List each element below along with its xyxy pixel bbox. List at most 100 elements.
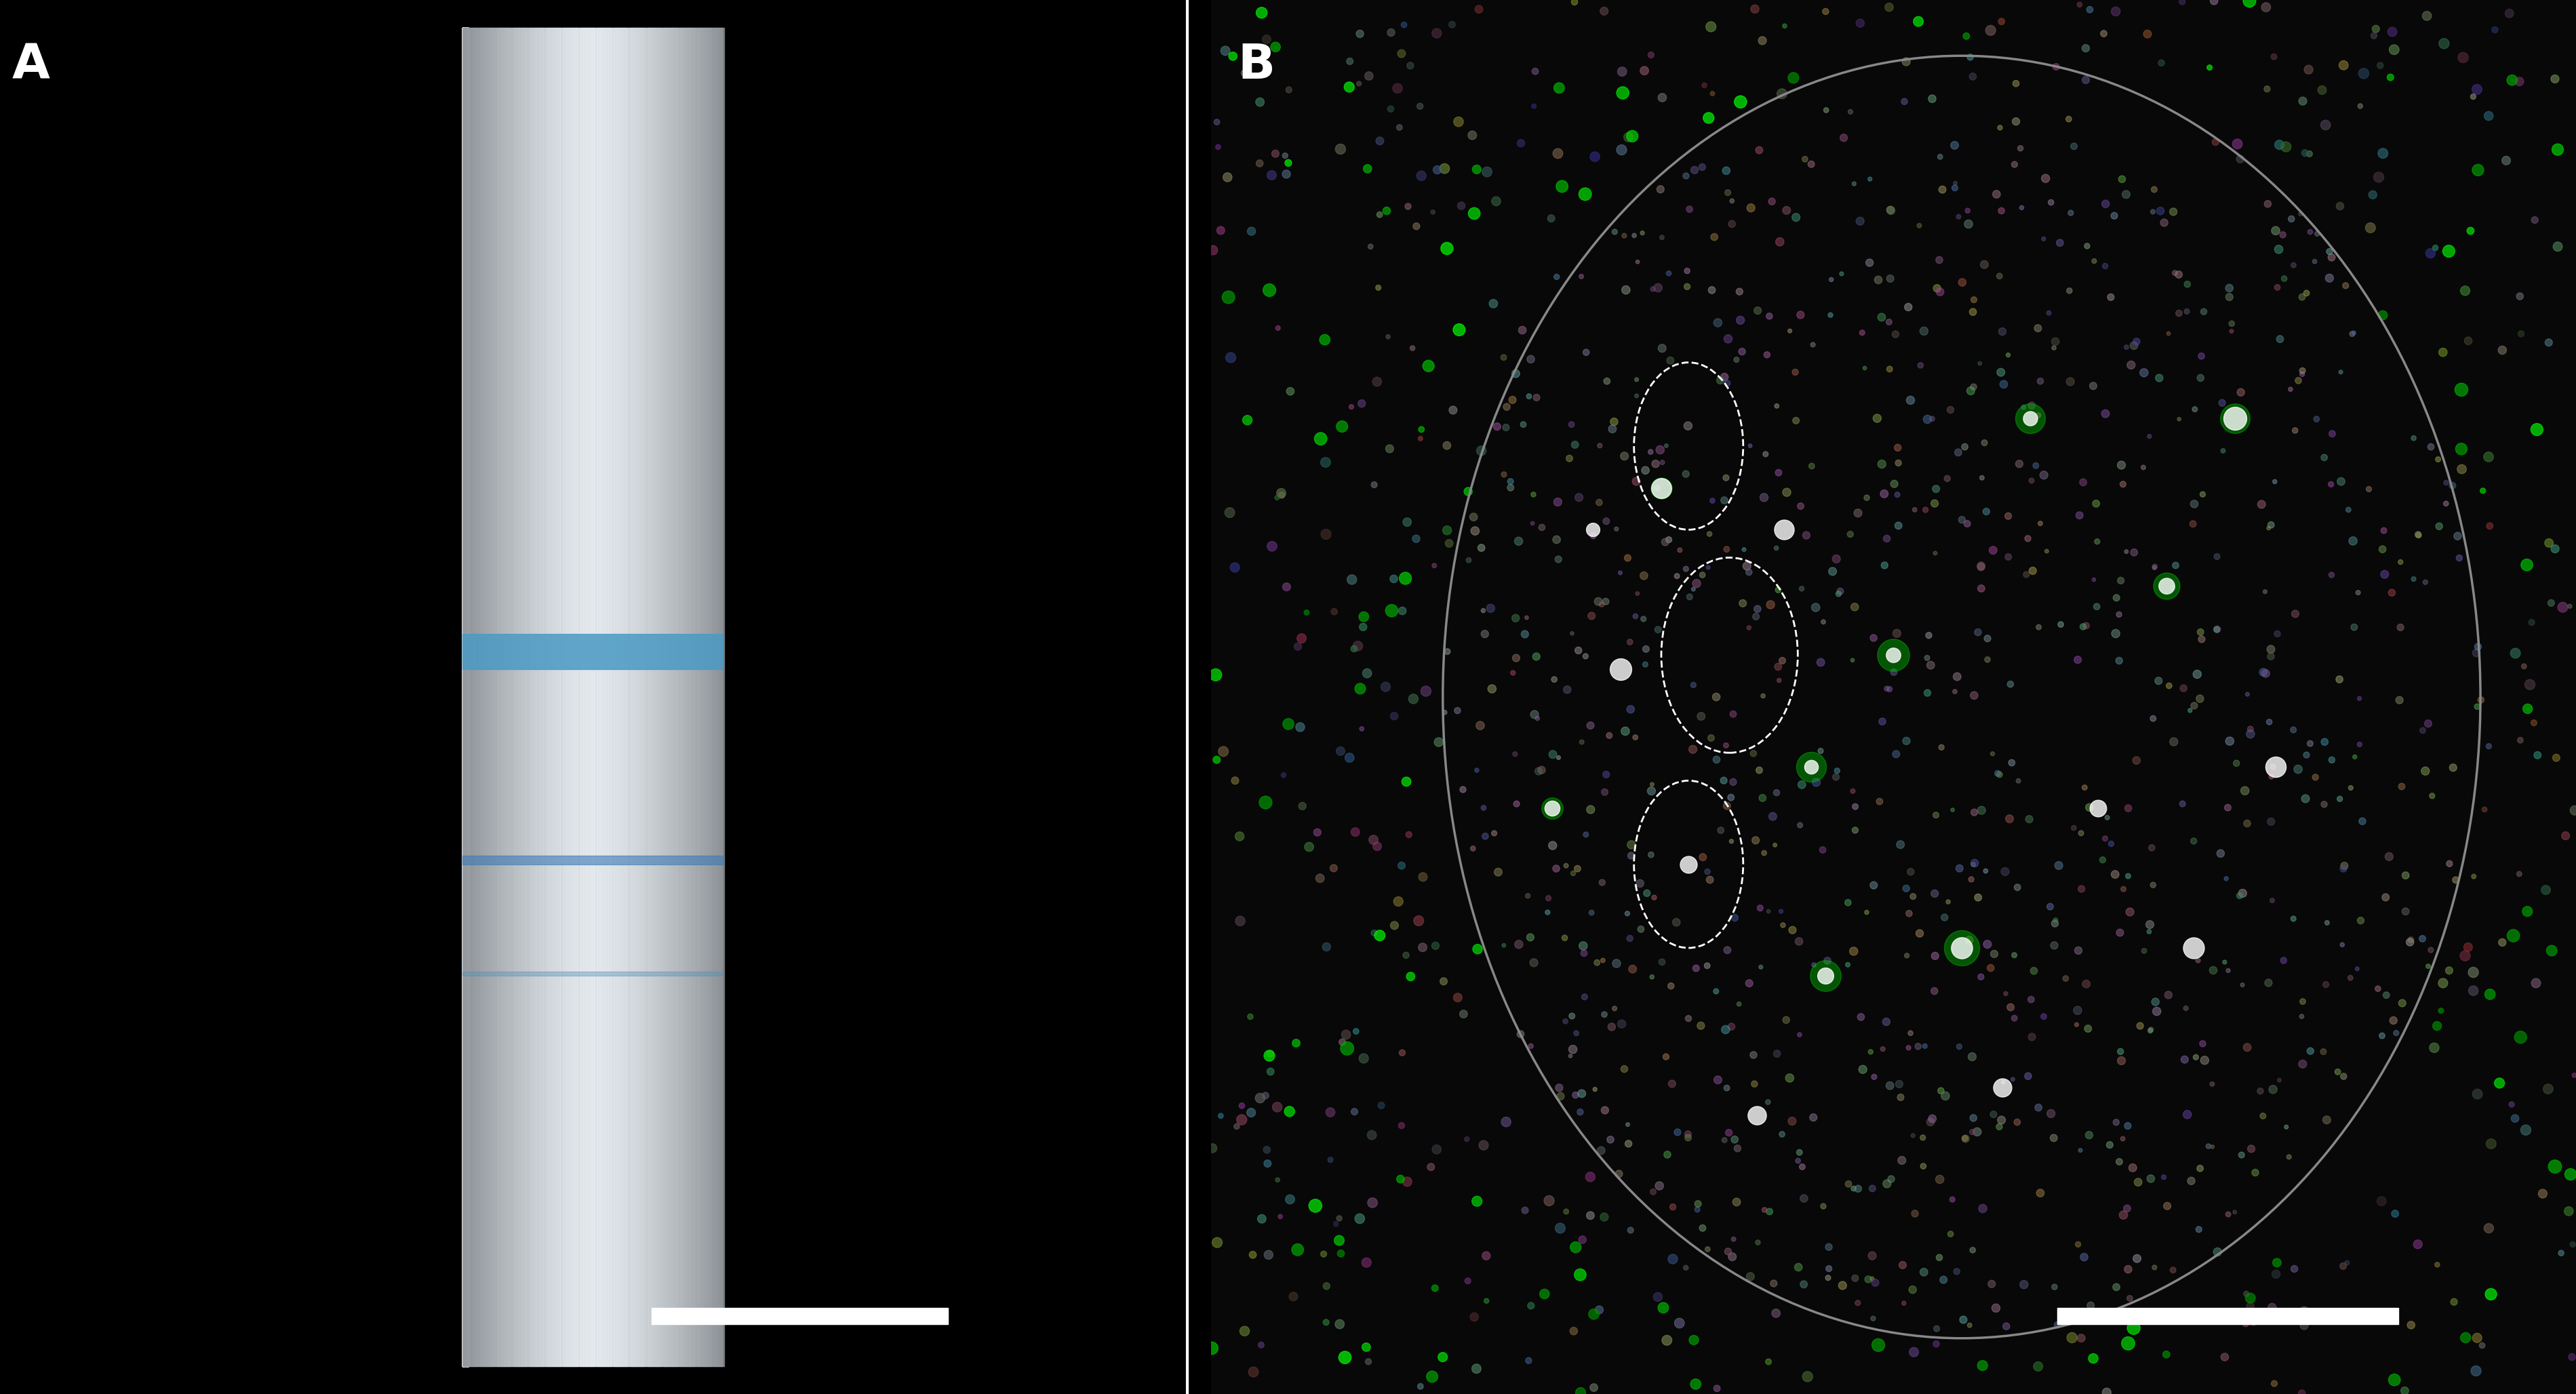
Point bbox=[2166, 997, 2208, 1019]
Point bbox=[1811, 560, 1852, 583]
Point bbox=[1564, 935, 1605, 958]
Point bbox=[1334, 1020, 1376, 1043]
Point bbox=[2069, 1124, 2110, 1146]
Point bbox=[2097, 1276, 2138, 1298]
Point bbox=[1880, 1149, 1922, 1171]
Point bbox=[1839, 13, 1880, 35]
Point bbox=[2017, 1097, 2058, 1119]
Point bbox=[1602, 60, 1643, 82]
Point bbox=[1852, 1308, 1893, 1330]
Point bbox=[1260, 1206, 1301, 1228]
Point bbox=[2452, 962, 2494, 984]
Point bbox=[2494, 924, 2535, 947]
Point bbox=[2481, 931, 2522, 953]
Point bbox=[1736, 605, 1777, 627]
Point bbox=[1667, 259, 1708, 282]
Point bbox=[1857, 407, 1899, 429]
Point bbox=[2445, 1327, 2486, 1349]
Point bbox=[1430, 533, 1471, 555]
Point bbox=[1432, 14, 1473, 36]
Point bbox=[2352, 184, 2393, 206]
Point bbox=[1605, 279, 1646, 301]
Point bbox=[1780, 1142, 1821, 1164]
Point bbox=[2512, 611, 2553, 633]
Point bbox=[2282, 360, 2324, 382]
Point bbox=[2213, 407, 2257, 429]
Point bbox=[1690, 15, 1731, 38]
Bar bbox=[464, 28, 466, 1366]
Point bbox=[1208, 286, 1249, 308]
Point bbox=[1963, 1197, 2004, 1220]
Point bbox=[1239, 1087, 1280, 1110]
Point bbox=[1950, 46, 1991, 68]
Point bbox=[1319, 138, 1360, 160]
Point bbox=[1976, 1296, 2017, 1319]
Point bbox=[2401, 927, 2442, 949]
Point bbox=[1808, 1257, 1850, 1280]
Point bbox=[1850, 1041, 1891, 1064]
Point bbox=[1904, 1262, 1945, 1284]
Point bbox=[1200, 1104, 1242, 1126]
Point bbox=[1919, 1246, 1960, 1269]
Point bbox=[1857, 1334, 1899, 1356]
Point bbox=[1607, 546, 1649, 569]
Point bbox=[1213, 45, 1255, 67]
Point bbox=[2414, 237, 2455, 259]
Point bbox=[1340, 22, 1381, 45]
Point bbox=[2177, 664, 2218, 686]
Point bbox=[2331, 776, 2372, 799]
Bar bbox=[464, 28, 466, 1366]
Point bbox=[1342, 616, 1383, 638]
Point bbox=[2154, 1259, 2195, 1281]
Point bbox=[2249, 517, 2290, 539]
Bar bbox=[464, 28, 466, 1366]
Point bbox=[1947, 213, 1989, 236]
Point bbox=[2476, 18, 2517, 40]
Point bbox=[2074, 569, 2115, 591]
Point bbox=[2439, 546, 2481, 569]
Point bbox=[1759, 901, 1801, 923]
Point bbox=[1736, 1231, 1777, 1253]
Point bbox=[2107, 797, 2148, 820]
Point bbox=[2334, 746, 2375, 768]
Point bbox=[1401, 164, 1443, 187]
Point bbox=[1561, 265, 1602, 287]
Point bbox=[2535, 747, 2576, 769]
Point bbox=[2499, 70, 2540, 92]
Point bbox=[1520, 758, 1561, 781]
Point bbox=[1499, 1023, 1540, 1046]
Point bbox=[1613, 224, 1654, 247]
Point bbox=[2530, 592, 2571, 615]
Point bbox=[1664, 463, 1705, 485]
Point bbox=[1698, 1377, 1739, 1394]
Point bbox=[1391, 965, 1432, 987]
Point bbox=[1682, 1217, 1723, 1239]
Point bbox=[2002, 197, 2043, 219]
Point bbox=[1960, 555, 2002, 577]
Point bbox=[2035, 912, 2076, 934]
Point bbox=[1265, 163, 1306, 185]
Point bbox=[1265, 576, 1306, 598]
Point bbox=[2421, 999, 2463, 1022]
Point bbox=[1358, 835, 1399, 857]
Point bbox=[2494, 1107, 2535, 1129]
Point bbox=[1847, 487, 1888, 509]
Point bbox=[1705, 795, 1747, 817]
Bar bbox=[464, 28, 466, 1366]
Point bbox=[2550, 595, 2576, 618]
Point bbox=[1584, 1206, 1625, 1228]
Point bbox=[2208, 277, 2249, 300]
Point bbox=[1850, 167, 1891, 190]
Point bbox=[1244, 1085, 1285, 1107]
Point bbox=[1224, 1320, 1265, 1342]
Point bbox=[1492, 662, 1533, 684]
Point bbox=[2048, 107, 2089, 130]
Bar bbox=[464, 28, 466, 1366]
Bar bbox=[464, 28, 469, 1366]
Point bbox=[2179, 367, 2221, 389]
Point bbox=[1399, 95, 1440, 117]
Point bbox=[1793, 953, 1834, 976]
Point bbox=[2321, 470, 2362, 492]
Point bbox=[1922, 178, 1963, 201]
Point bbox=[2056, 1013, 2097, 1036]
